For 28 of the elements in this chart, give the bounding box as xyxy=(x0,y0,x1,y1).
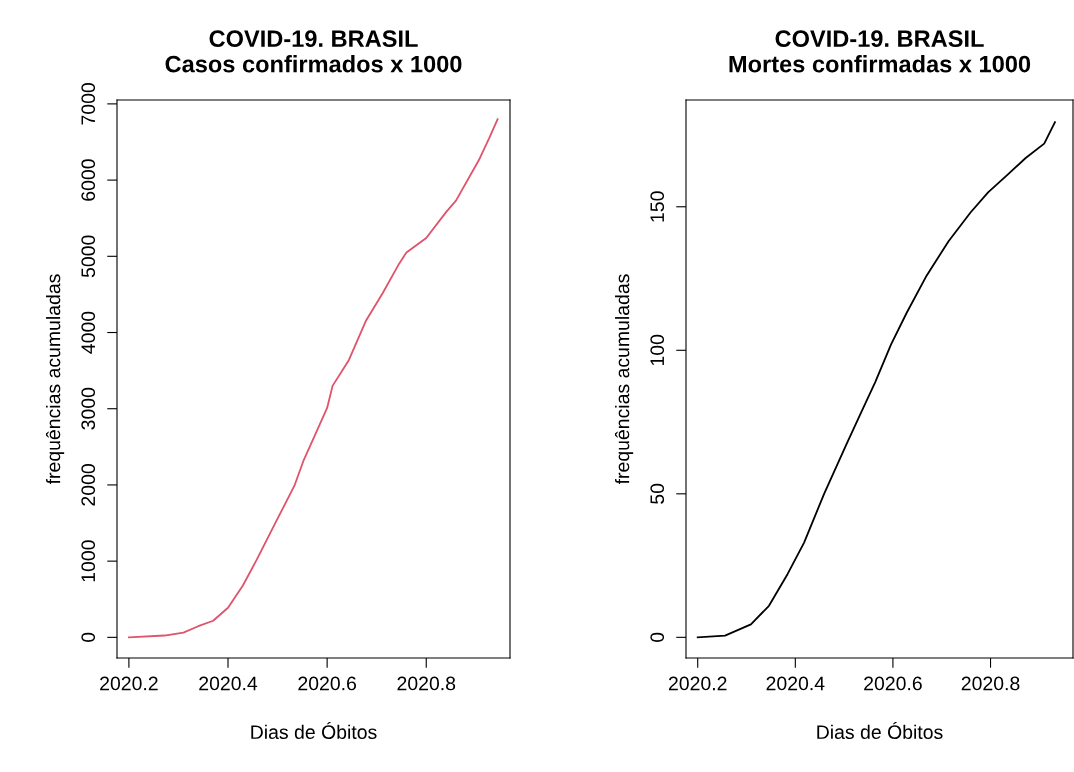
x-axis-title: Dias de Óbitos xyxy=(251,721,377,740)
line-series xyxy=(127,118,499,639)
y-tick-label: 3000 xyxy=(81,387,96,430)
y-axis-title: frequências acumuladas xyxy=(614,274,634,485)
y-tick-label: 0 xyxy=(650,632,665,642)
chart-title: COVID-19. BRASIL Mortes confirmadas x 1000 xyxy=(729,30,1031,73)
x-axis-title: Dias de Óbitos xyxy=(817,721,943,740)
y-tick-label: 0 xyxy=(81,632,96,642)
y-tick-label: 7000 xyxy=(81,83,96,125)
line-series xyxy=(696,121,1056,639)
y-tick-label: 100 xyxy=(650,334,665,366)
x-tick-label: 2020.4 xyxy=(766,676,825,691)
x-tick-label: 2020.2 xyxy=(100,676,158,691)
x-tick-label: 2020.6 xyxy=(864,676,922,691)
x-tick-label: 2020.8 xyxy=(397,676,456,691)
y-tick-label: 150 xyxy=(650,191,665,222)
y-tick-label: 50 xyxy=(650,483,665,504)
x-tick-label: 2020.4 xyxy=(199,676,258,691)
y-tick-label: 1000 xyxy=(81,540,96,582)
y-axis-title: frequências acumuladas xyxy=(45,274,65,485)
x-tick-label: 2020.2 xyxy=(668,676,727,691)
x-tick-label: 2020.6 xyxy=(298,676,357,691)
chart-title: COVID-19. BRASIL Casos confirmados x 1000 xyxy=(165,30,462,73)
y-tick-label: 5000 xyxy=(81,235,96,278)
y-tick-label: 4000 xyxy=(81,311,96,354)
y-tick-label: 2000 xyxy=(81,464,96,506)
y-tick-label: 6000 xyxy=(81,159,96,201)
x-tick-label: 2020.8 xyxy=(961,676,1020,691)
